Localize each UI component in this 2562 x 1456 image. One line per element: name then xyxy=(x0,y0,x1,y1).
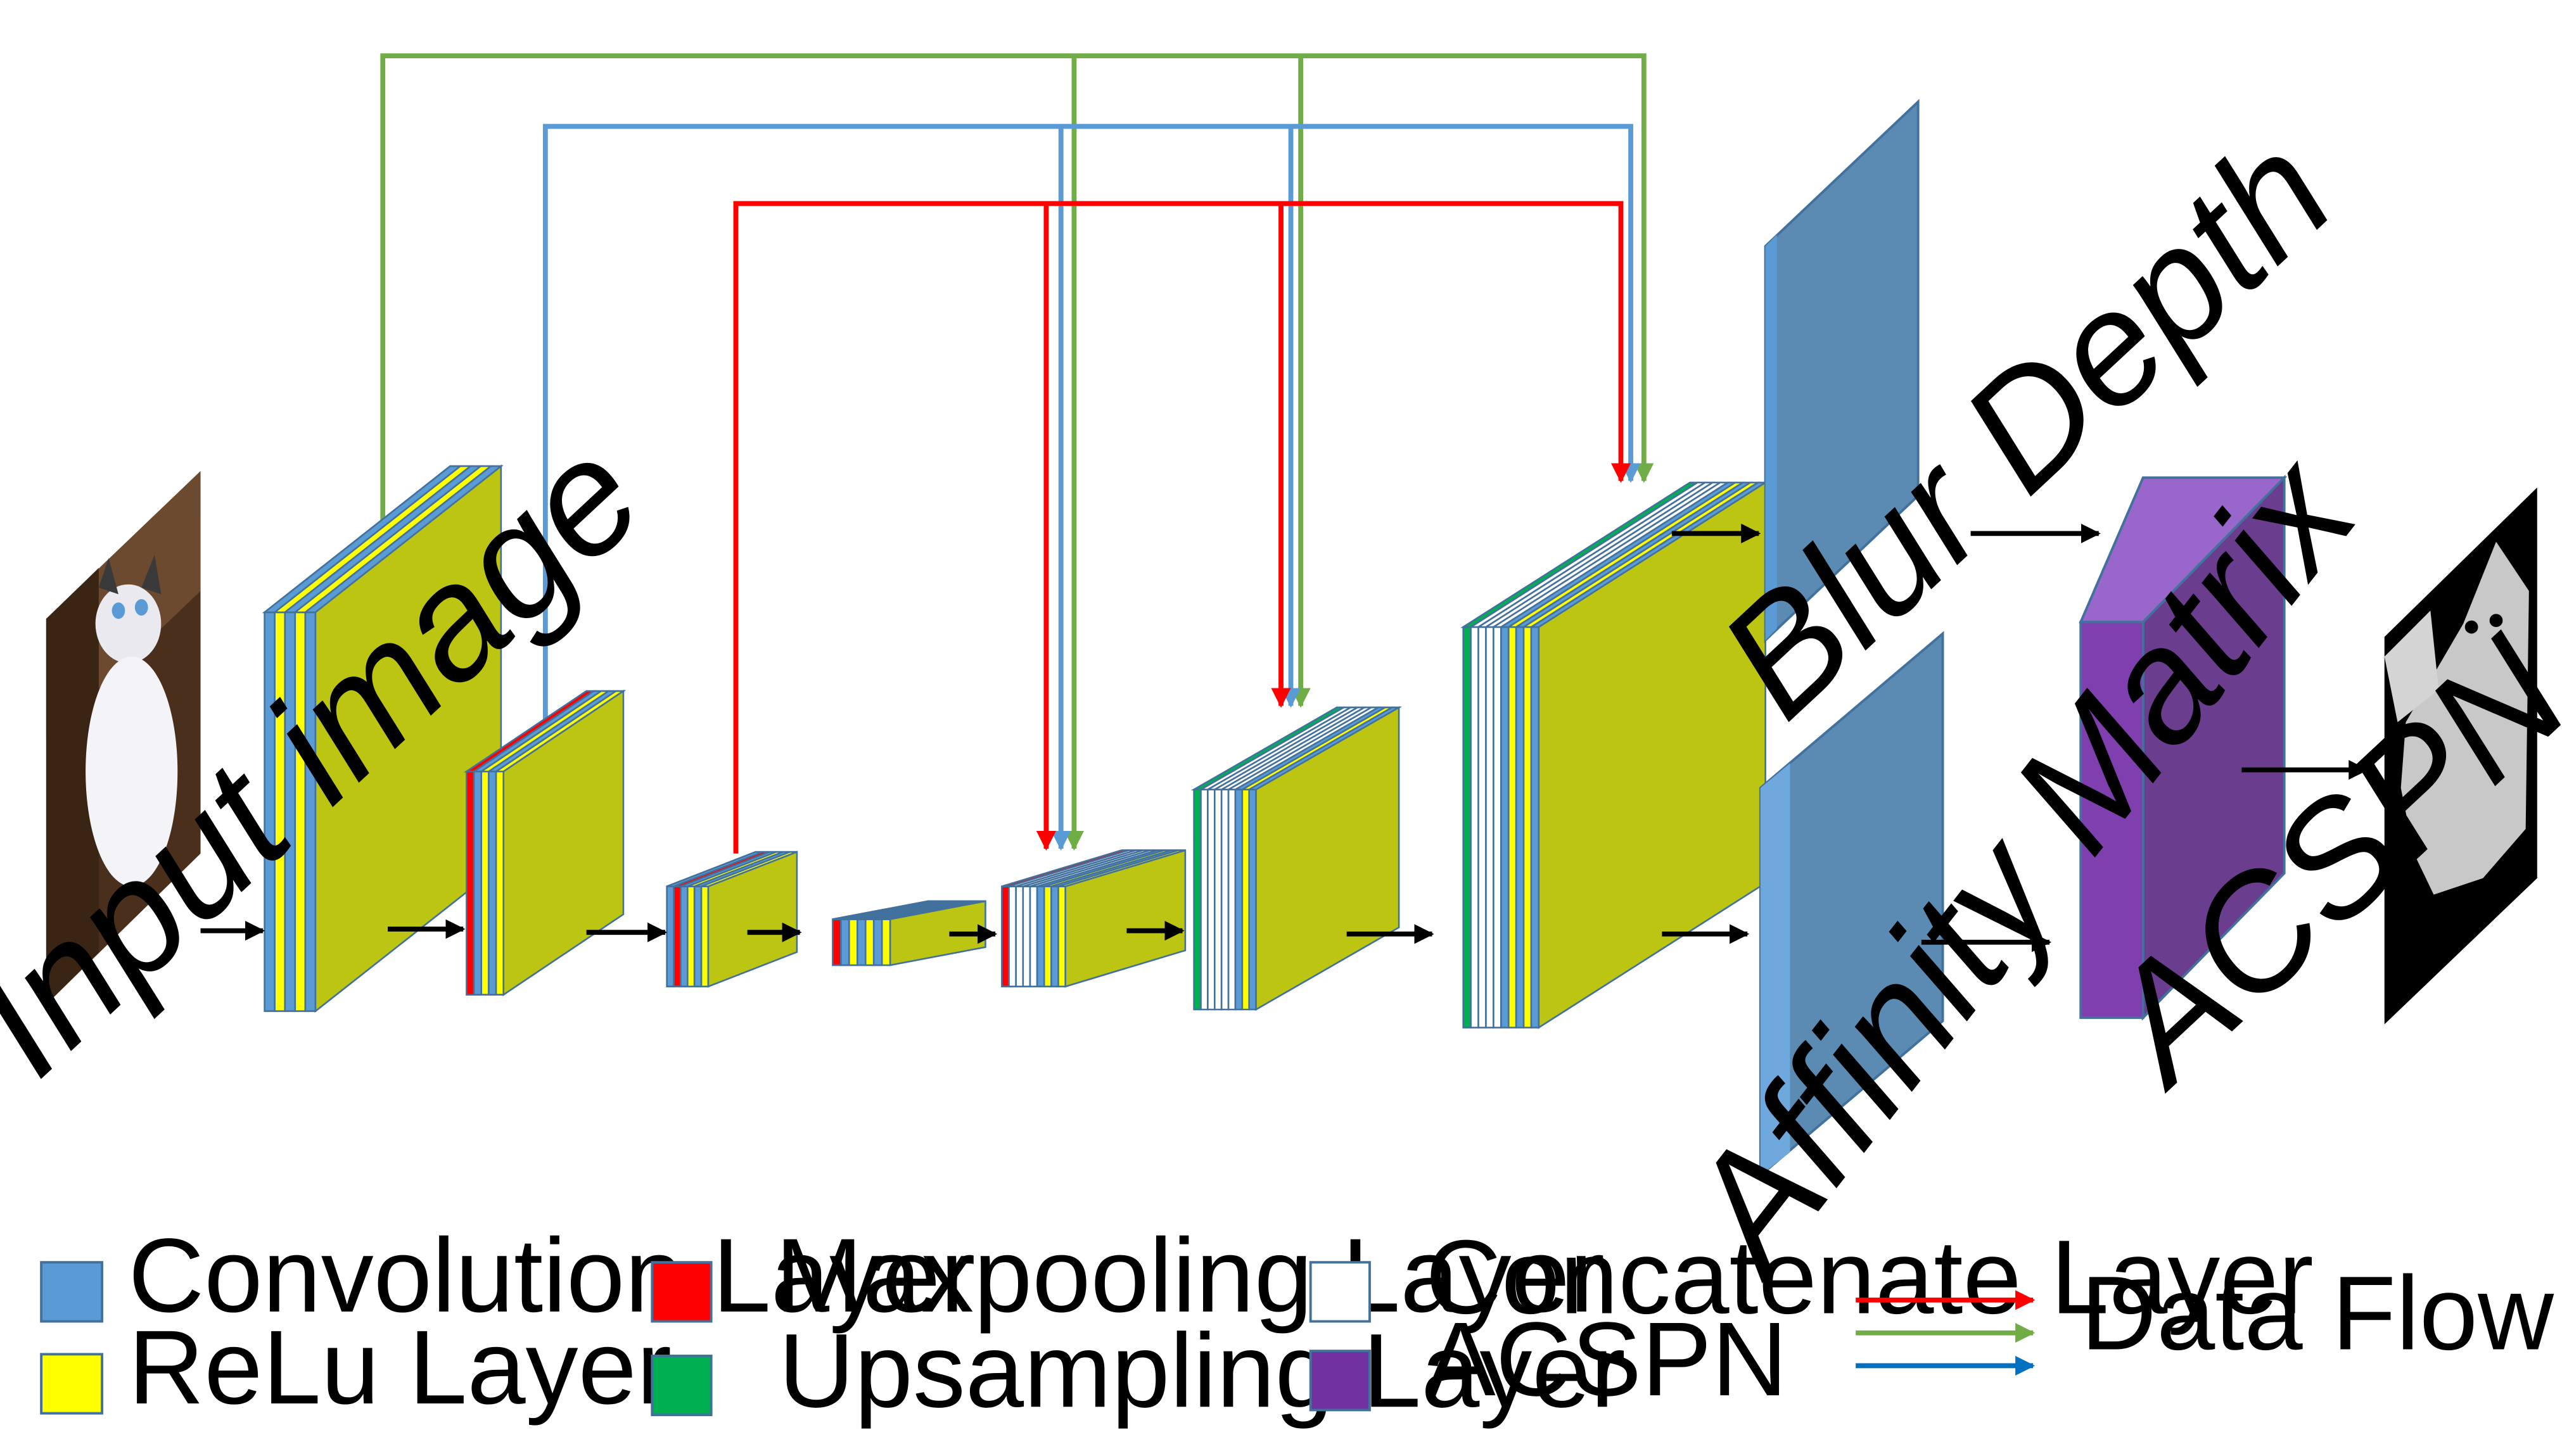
legend-swatch-concatenate xyxy=(1309,1261,1371,1323)
block-7-slice-9 xyxy=(1530,626,1540,1029)
block-7-slice-1 xyxy=(1470,626,1479,1029)
block-3-slice-0 xyxy=(666,885,675,988)
block-6-slice-3 xyxy=(1213,788,1223,1011)
block-7-slice-2 xyxy=(1477,626,1487,1029)
legend-swatch-convolution xyxy=(40,1261,103,1323)
block-3-slice-3 xyxy=(686,885,696,988)
legend-concatenate: Concatenate Layer xyxy=(1425,1219,2314,1336)
affinity-matrix-block xyxy=(1759,631,1944,1178)
input-image xyxy=(46,471,201,1005)
block-5-slice-5 xyxy=(1036,885,1045,988)
block-7-slice-6 xyxy=(1507,626,1517,1029)
block-5-slice-4 xyxy=(1029,885,1038,988)
blur-depth-block xyxy=(1764,99,1920,643)
block-7-slice-3 xyxy=(1485,626,1494,1029)
block-3-slice-5 xyxy=(700,885,710,988)
legend-swatch-upsampling xyxy=(651,1354,713,1417)
legend-relu: ReLu Layer xyxy=(128,1309,672,1426)
block-3-slice-2 xyxy=(680,885,689,988)
flow-arrows xyxy=(200,523,2369,953)
block-6-slice-8 xyxy=(1248,788,1257,1011)
block-7-slice-0 xyxy=(1462,626,1472,1029)
block-6-slice-5 xyxy=(1227,788,1237,1011)
block-5-slice-7 xyxy=(1050,885,1059,988)
legend-acspn: ACSPN xyxy=(1425,1301,1788,1418)
block-6-slice-4 xyxy=(1220,788,1230,1011)
block-4-slice-0 xyxy=(832,918,842,966)
block-4-slice-4 xyxy=(864,918,875,966)
block-6-slice-6 xyxy=(1234,788,1244,1011)
legend-data-flow: Data Flow xyxy=(2081,1255,2554,1372)
legend-swatch-acspn xyxy=(1309,1350,1371,1412)
block-5-slice-2 xyxy=(1015,885,1024,988)
block-2-slice-3 xyxy=(488,770,497,996)
legend-maxpooling: Maxpooling Layer xyxy=(775,1217,1605,1334)
block-4-slice-5 xyxy=(872,918,883,966)
legend-swatch-relu xyxy=(40,1353,103,1415)
block-6-slice-7 xyxy=(1241,788,1251,1011)
skip-green-outer xyxy=(380,53,1654,534)
block-7-slice-8 xyxy=(1522,626,1533,1029)
skip-red-outer xyxy=(733,201,1631,854)
block-3-slice-4 xyxy=(693,885,703,988)
block-3-side xyxy=(707,851,798,988)
legend-swatch-maxpooling xyxy=(651,1261,713,1323)
block-6-slice-0 xyxy=(1193,788,1202,1011)
output-image xyxy=(2384,487,2537,1025)
block-5-side xyxy=(1064,849,1187,988)
block-6-slice-2 xyxy=(1207,788,1216,1011)
layer-blocks xyxy=(262,464,1769,1029)
block-7-slice-5 xyxy=(1500,626,1510,1029)
legend: Convolution Layer ReLu Layer Maxpooling … xyxy=(40,1217,2554,1429)
block-5-slice-0 xyxy=(1001,885,1010,988)
block-7-slice-4 xyxy=(1493,626,1502,1029)
block-2-slice-1 xyxy=(473,770,483,996)
skip-connections xyxy=(380,53,1654,854)
block-5-slice-1 xyxy=(1008,885,1017,988)
legend-upsampling: Upsampling Layer xyxy=(779,1312,1626,1429)
block-6-slice-1 xyxy=(1200,788,1209,1011)
legend-convolution: Convolution Layer xyxy=(128,1217,975,1334)
block-7-slice-7 xyxy=(1515,626,1525,1029)
block-4-slice-3 xyxy=(856,918,867,966)
skip-blue-outer xyxy=(542,123,1641,723)
block-5-slice-3 xyxy=(1022,885,1031,988)
block-3-slice-1 xyxy=(673,885,682,988)
block-4-slice-1 xyxy=(840,918,850,966)
block-2-slice-2 xyxy=(480,770,490,996)
block-5-slice-8 xyxy=(1057,885,1066,988)
block-2-slice-0 xyxy=(466,770,475,996)
block-5-slice-6 xyxy=(1043,885,1052,988)
block-4-slice-2 xyxy=(848,918,858,966)
block-4-slice-6 xyxy=(881,918,891,966)
block-2-side xyxy=(502,689,625,997)
acspn-block xyxy=(2079,474,2288,1021)
block-2-slice-4 xyxy=(495,770,505,996)
block-4-side xyxy=(889,900,986,966)
